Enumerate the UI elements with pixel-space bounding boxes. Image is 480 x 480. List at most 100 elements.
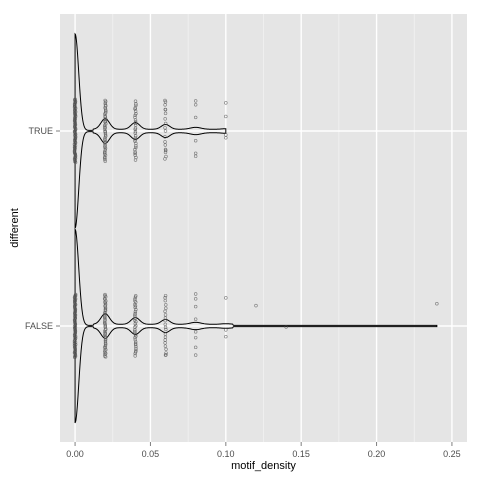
data-point bbox=[134, 294, 138, 298]
data-point bbox=[133, 336, 137, 340]
violin-false bbox=[74, 228, 438, 424]
data-point bbox=[163, 143, 167, 147]
data-point bbox=[133, 158, 138, 162]
data-point bbox=[133, 304, 138, 308]
data-point bbox=[163, 341, 167, 345]
data-point bbox=[134, 102, 138, 106]
data-point bbox=[72, 145, 77, 149]
data-point bbox=[134, 145, 138, 150]
data-point bbox=[103, 340, 108, 344]
data-point bbox=[73, 110, 78, 114]
data-point bbox=[193, 292, 198, 296]
data-point bbox=[163, 353, 168, 357]
data-point bbox=[193, 345, 198, 350]
data-point bbox=[133, 135, 138, 140]
data-point bbox=[103, 342, 108, 346]
data-point bbox=[73, 151, 77, 156]
data-point bbox=[133, 338, 137, 342]
data-point bbox=[102, 348, 107, 353]
data-point bbox=[193, 99, 198, 103]
data-point bbox=[73, 312, 77, 316]
data-point bbox=[133, 350, 138, 354]
data-point bbox=[133, 332, 138, 337]
data-point bbox=[224, 334, 228, 339]
y-tick-label: FALSE bbox=[25, 321, 53, 331]
data-point bbox=[133, 313, 137, 317]
data-point bbox=[133, 120, 138, 124]
data-point bbox=[103, 146, 108, 150]
data-point bbox=[224, 114, 228, 119]
data-point bbox=[164, 121, 168, 126]
data-point bbox=[134, 111, 138, 116]
data-point bbox=[103, 354, 107, 358]
data-point bbox=[103, 159, 107, 163]
data-point bbox=[133, 322, 137, 326]
data-point bbox=[133, 138, 137, 142]
data-point bbox=[134, 144, 138, 148]
data-point bbox=[284, 325, 288, 329]
data-point bbox=[163, 126, 167, 130]
data-point bbox=[163, 107, 168, 112]
data-point bbox=[104, 99, 108, 104]
data-point bbox=[163, 344, 168, 348]
data-point bbox=[134, 307, 138, 312]
data-point bbox=[133, 316, 137, 321]
data-point bbox=[73, 132, 78, 137]
data-point bbox=[435, 301, 439, 306]
data-point bbox=[163, 293, 168, 298]
data-point bbox=[104, 134, 108, 138]
x-tick-label: 0.25 bbox=[443, 449, 461, 459]
x-tick-label: 0.00 bbox=[66, 449, 84, 459]
data-point bbox=[163, 298, 167, 303]
data-point bbox=[133, 295, 138, 299]
data-point bbox=[73, 155, 77, 160]
data-point bbox=[163, 117, 167, 121]
data-point bbox=[133, 314, 137, 319]
data-point bbox=[73, 128, 77, 133]
data-point bbox=[73, 111, 77, 116]
data-point bbox=[163, 309, 167, 314]
data-point bbox=[72, 324, 77, 329]
data-point bbox=[103, 140, 108, 144]
data-point bbox=[193, 317, 198, 321]
data-point bbox=[133, 329, 137, 334]
data-point bbox=[193, 335, 198, 340]
data-point bbox=[224, 101, 228, 105]
data-point bbox=[134, 344, 138, 349]
data-point bbox=[133, 297, 137, 301]
data-point bbox=[163, 100, 168, 104]
data-point bbox=[103, 153, 108, 157]
x-axis-ticks: 0.00 0.05 0.10 0.15 0.20 0.25 bbox=[66, 442, 461, 459]
data-point bbox=[133, 107, 137, 111]
data-point bbox=[163, 157, 167, 161]
data-point bbox=[103, 313, 107, 317]
minor-grid bbox=[112, 14, 415, 442]
data-point bbox=[193, 115, 198, 120]
data-point bbox=[164, 306, 168, 310]
data-point bbox=[103, 117, 107, 122]
x-axis-title: motif_density bbox=[231, 460, 296, 472]
data-point bbox=[73, 160, 78, 165]
data-point bbox=[73, 159, 77, 164]
x-tick-label: 0.20 bbox=[368, 449, 386, 459]
data-point bbox=[224, 133, 228, 137]
data-point bbox=[133, 309, 138, 314]
data-point bbox=[133, 134, 138, 138]
x-tick-label: 0.15 bbox=[292, 449, 310, 459]
data-point bbox=[103, 120, 107, 124]
data-point bbox=[224, 296, 228, 300]
data-point bbox=[193, 330, 198, 334]
data-point bbox=[73, 355, 77, 360]
data-point bbox=[73, 113, 77, 117]
data-point bbox=[164, 351, 168, 355]
data-point bbox=[163, 129, 168, 133]
data-point bbox=[103, 355, 108, 359]
data-point bbox=[73, 99, 77, 103]
data-point bbox=[103, 314, 107, 318]
data-point bbox=[133, 121, 138, 126]
data-point bbox=[163, 140, 167, 144]
data-point bbox=[193, 139, 198, 143]
data-point bbox=[73, 104, 77, 109]
data-point bbox=[163, 135, 167, 139]
data-point bbox=[164, 303, 168, 307]
